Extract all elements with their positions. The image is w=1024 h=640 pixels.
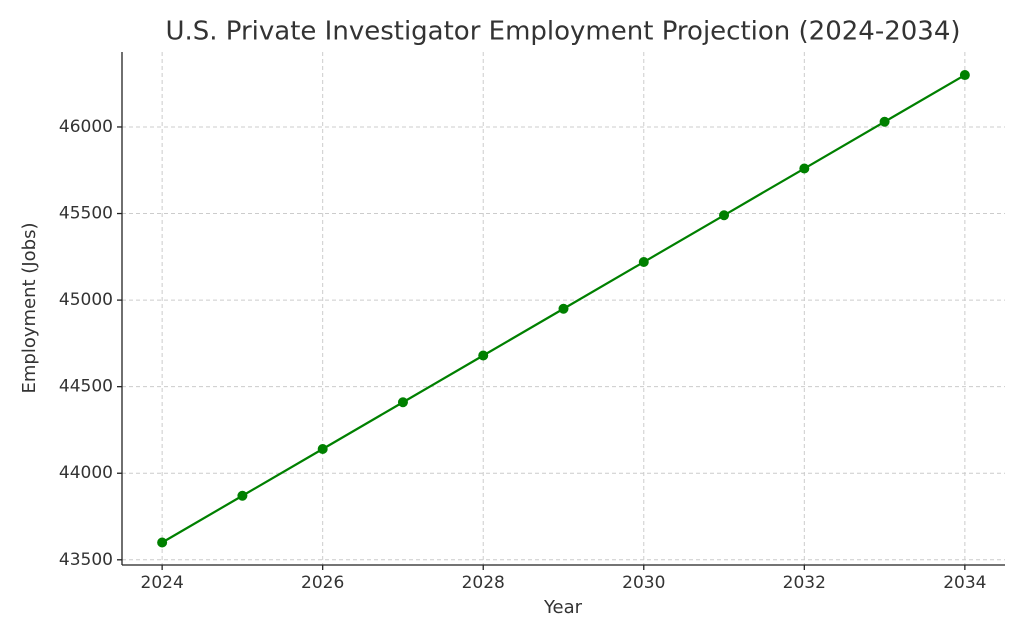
- y-tick-label: 44000: [59, 463, 113, 483]
- data-point: [478, 350, 489, 361]
- chart-title: U.S. Private Investigator Employment Pro…: [165, 17, 960, 47]
- data-point: [237, 490, 248, 501]
- x-tick-label: 2030: [622, 573, 665, 593]
- data-point: [719, 210, 730, 221]
- y-tick-label: 45500: [59, 204, 113, 224]
- y-tick-label: 43500: [59, 550, 113, 570]
- data-point: [558, 303, 569, 314]
- data-point: [397, 397, 408, 408]
- x-tick-label: 2024: [141, 573, 184, 593]
- y-tick-label: 44500: [59, 377, 113, 397]
- x-tick-label: 2034: [943, 573, 986, 593]
- data-point: [799, 163, 810, 174]
- x-axis-label: Year: [543, 597, 583, 618]
- data-point: [157, 537, 168, 548]
- data-point: [638, 257, 649, 268]
- x-tick-label: 2032: [783, 573, 826, 593]
- data-point: [959, 70, 970, 81]
- y-tick-label: 45000: [59, 290, 113, 310]
- data-point: [317, 443, 328, 454]
- data-point: [879, 116, 890, 127]
- x-tick-label: 2026: [301, 573, 344, 593]
- x-tick-label: 2028: [462, 573, 505, 593]
- y-tick-label: 46000: [59, 117, 113, 137]
- y-axis-label: Employment (Jobs): [19, 223, 40, 394]
